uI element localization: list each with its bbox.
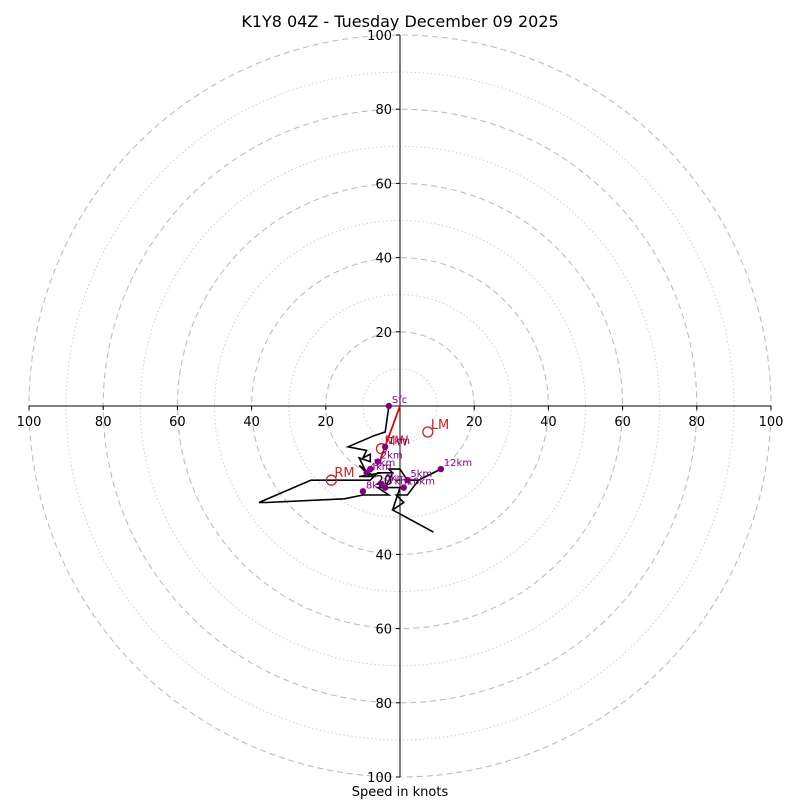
storm-motion-marker bbox=[325, 474, 338, 486]
height-point bbox=[381, 484, 389, 491]
hodograph-trace bbox=[258, 405, 442, 533]
hodograph-series bbox=[258, 405, 442, 533]
chart-title: K1Y8 04Z - Tuesday December 09 2025 bbox=[241, 12, 558, 31]
height-marker-5km: 5km bbox=[404, 469, 432, 484]
y-tick-label: 100 bbox=[367, 29, 392, 44]
tick-labels: 1008060402020406080100204060801002040608… bbox=[17, 29, 784, 786]
height-point bbox=[385, 402, 393, 410]
height-label: 2km bbox=[381, 451, 403, 462]
y-tick-label: 60 bbox=[375, 623, 392, 638]
height-marker-1km: 1km bbox=[381, 436, 410, 451]
height-label: 3km bbox=[373, 458, 395, 469]
height-label: 7km bbox=[388, 477, 410, 488]
x-tick-label: 80 bbox=[689, 415, 706, 430]
height-point bbox=[359, 488, 367, 495]
height-marker-sfc: Sfc bbox=[385, 395, 407, 410]
height-label: 5km bbox=[410, 469, 432, 480]
storm-motion-label: LM bbox=[431, 418, 449, 433]
x-tick-label: 60 bbox=[169, 415, 186, 430]
height-label: 4km bbox=[370, 462, 392, 473]
x-tick-label: 20 bbox=[318, 415, 335, 430]
height-marker-12km: 12km bbox=[437, 458, 472, 473]
height-label: 8km bbox=[366, 480, 388, 491]
height-point bbox=[363, 469, 370, 476]
height-label: Sfc bbox=[392, 395, 407, 406]
x-tick-label: 40 bbox=[540, 415, 557, 430]
x-tick-label: 20 bbox=[466, 415, 483, 430]
height-marker-4km: 4km bbox=[363, 462, 392, 476]
height-point bbox=[437, 465, 445, 473]
y-tick-label: 40 bbox=[375, 548, 392, 563]
height-point bbox=[381, 443, 389, 451]
height-label: 1km bbox=[388, 436, 410, 447]
shear-vector bbox=[378, 405, 401, 462]
y-tick-label: 60 bbox=[375, 177, 392, 192]
y-tick-label: 20 bbox=[375, 326, 392, 341]
x-tick-label: 80 bbox=[95, 415, 112, 430]
height-point bbox=[400, 484, 407, 491]
x-axis-label: Speed in knots bbox=[352, 785, 449, 800]
height-marker-8km: 8km bbox=[359, 480, 388, 495]
height-point bbox=[374, 458, 381, 465]
y-tick-label: 80 bbox=[375, 103, 392, 118]
x-tick-label: 60 bbox=[614, 415, 631, 430]
height-marker-7km: 7km bbox=[381, 477, 410, 491]
height-marker-2km: 2km bbox=[374, 451, 403, 465]
height-marker-10km: 10km bbox=[400, 477, 435, 491]
storm-motion-label: MW bbox=[384, 435, 408, 450]
y-tick-label: 100 bbox=[367, 771, 392, 786]
height-label: 10km bbox=[407, 477, 435, 488]
storm-motion-label: RM bbox=[334, 466, 354, 481]
y-tick-label: 40 bbox=[375, 252, 392, 267]
height-label: 6km bbox=[384, 473, 406, 484]
x-tick-label: 100 bbox=[17, 415, 42, 430]
height-label: 12km bbox=[444, 458, 472, 469]
storm-motion-rm: RM bbox=[325, 466, 355, 486]
x-tick-label: 40 bbox=[243, 415, 260, 430]
storm-motion-marker bbox=[422, 426, 434, 438]
storm-motion-lm: LM bbox=[422, 418, 449, 438]
y-tick-label: 80 bbox=[375, 697, 392, 712]
x-tick-label: 100 bbox=[759, 415, 784, 430]
height-point bbox=[404, 477, 411, 484]
